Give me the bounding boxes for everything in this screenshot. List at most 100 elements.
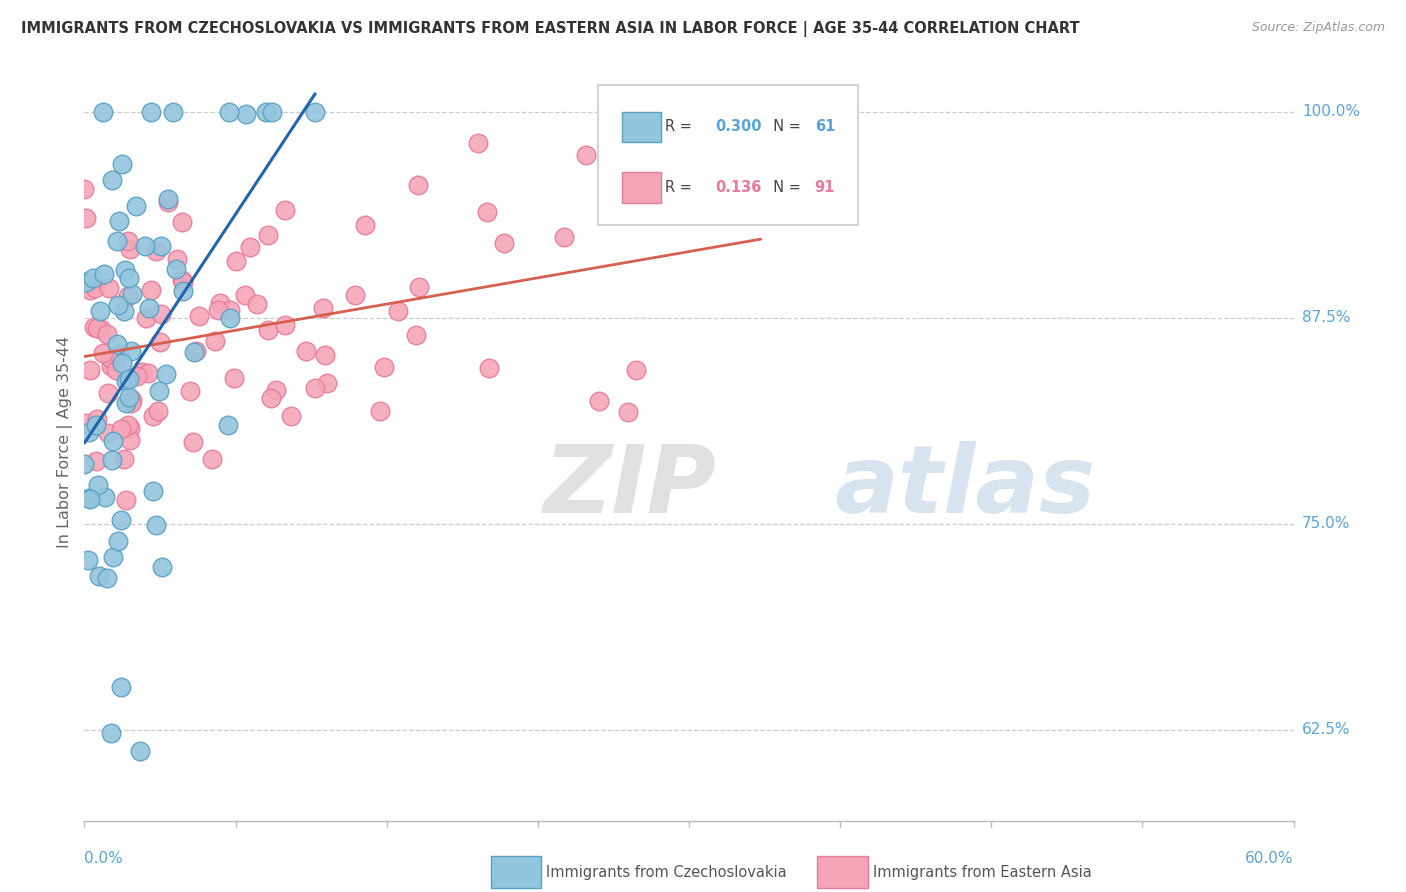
Point xyxy=(553,229,575,244)
Point xyxy=(118,270,141,285)
Point xyxy=(343,288,366,302)
FancyBboxPatch shape xyxy=(599,85,858,226)
Point xyxy=(588,393,610,408)
Point xyxy=(162,104,184,119)
Point xyxy=(118,372,141,386)
Point xyxy=(86,320,108,334)
Point xyxy=(219,302,242,317)
Point xyxy=(260,391,283,405)
Point xyxy=(207,302,229,317)
Point xyxy=(118,433,141,447)
Point xyxy=(86,418,108,433)
Text: 0.0%: 0.0% xyxy=(84,851,124,866)
Point xyxy=(110,680,132,694)
Point xyxy=(121,287,143,301)
Point xyxy=(312,301,335,316)
Text: 75.0%: 75.0% xyxy=(1302,516,1350,532)
Point xyxy=(217,417,239,432)
Point xyxy=(82,271,104,285)
Point xyxy=(73,457,96,471)
Point xyxy=(84,281,107,295)
Point xyxy=(617,404,640,418)
Point xyxy=(204,334,226,348)
Text: 91: 91 xyxy=(814,180,835,195)
Point xyxy=(264,383,287,397)
Point xyxy=(146,403,169,417)
Point xyxy=(125,369,148,384)
Point xyxy=(96,571,118,585)
Point xyxy=(110,513,132,527)
Point xyxy=(218,310,240,325)
Point xyxy=(373,360,395,375)
Point xyxy=(86,411,108,425)
Point xyxy=(73,182,96,196)
Point xyxy=(575,148,598,162)
Point xyxy=(170,215,193,229)
Text: Source: ZipAtlas.com: Source: ZipAtlas.com xyxy=(1251,21,1385,34)
Point xyxy=(136,367,159,381)
Point xyxy=(150,239,173,253)
Point xyxy=(135,310,157,325)
Text: 60.0%: 60.0% xyxy=(1246,851,1294,866)
Point xyxy=(157,194,180,209)
Point xyxy=(75,211,97,225)
Point xyxy=(149,334,172,349)
Point xyxy=(96,326,118,341)
Point xyxy=(117,289,139,303)
Point xyxy=(225,254,247,268)
Point xyxy=(314,348,336,362)
Point xyxy=(233,288,256,302)
Point xyxy=(120,396,142,410)
Point xyxy=(75,417,97,431)
Point xyxy=(103,550,125,565)
Point xyxy=(107,347,129,361)
Point xyxy=(120,344,142,359)
Point xyxy=(304,104,326,119)
FancyBboxPatch shape xyxy=(623,112,661,142)
Point xyxy=(91,345,114,359)
Point xyxy=(467,136,489,151)
Text: ZIP: ZIP xyxy=(544,441,717,533)
Point xyxy=(166,252,188,267)
Point xyxy=(183,345,205,359)
Point xyxy=(94,490,117,504)
Text: N =: N = xyxy=(763,120,806,135)
FancyBboxPatch shape xyxy=(817,856,868,888)
Point xyxy=(115,374,138,388)
Point xyxy=(157,193,180,207)
Point xyxy=(112,452,135,467)
Point xyxy=(107,533,129,548)
Point xyxy=(121,392,143,407)
Point xyxy=(118,390,141,404)
Point xyxy=(141,104,163,119)
Point xyxy=(134,239,156,253)
Point xyxy=(89,304,111,318)
Point xyxy=(114,493,136,508)
Point xyxy=(170,273,193,287)
Point xyxy=(79,491,101,506)
Text: 62.5%: 62.5% xyxy=(1302,723,1350,738)
Point xyxy=(110,422,132,436)
Point xyxy=(118,421,141,435)
Point xyxy=(105,337,128,351)
Point xyxy=(150,559,173,574)
Text: 87.5%: 87.5% xyxy=(1302,310,1350,326)
Point xyxy=(98,281,121,295)
Point xyxy=(117,234,139,248)
Point xyxy=(90,322,112,336)
Point xyxy=(184,343,207,358)
Point xyxy=(107,298,129,312)
Point xyxy=(406,178,429,193)
Point xyxy=(165,261,187,276)
Point xyxy=(475,205,498,219)
Point xyxy=(179,384,201,398)
Point xyxy=(100,359,122,373)
Point xyxy=(181,435,204,450)
Point xyxy=(125,199,148,213)
Point xyxy=(93,267,115,281)
Point xyxy=(114,263,136,277)
Point xyxy=(222,371,245,385)
Point xyxy=(142,409,165,423)
Point xyxy=(77,553,100,567)
Text: 100.0%: 100.0% xyxy=(1302,104,1360,120)
